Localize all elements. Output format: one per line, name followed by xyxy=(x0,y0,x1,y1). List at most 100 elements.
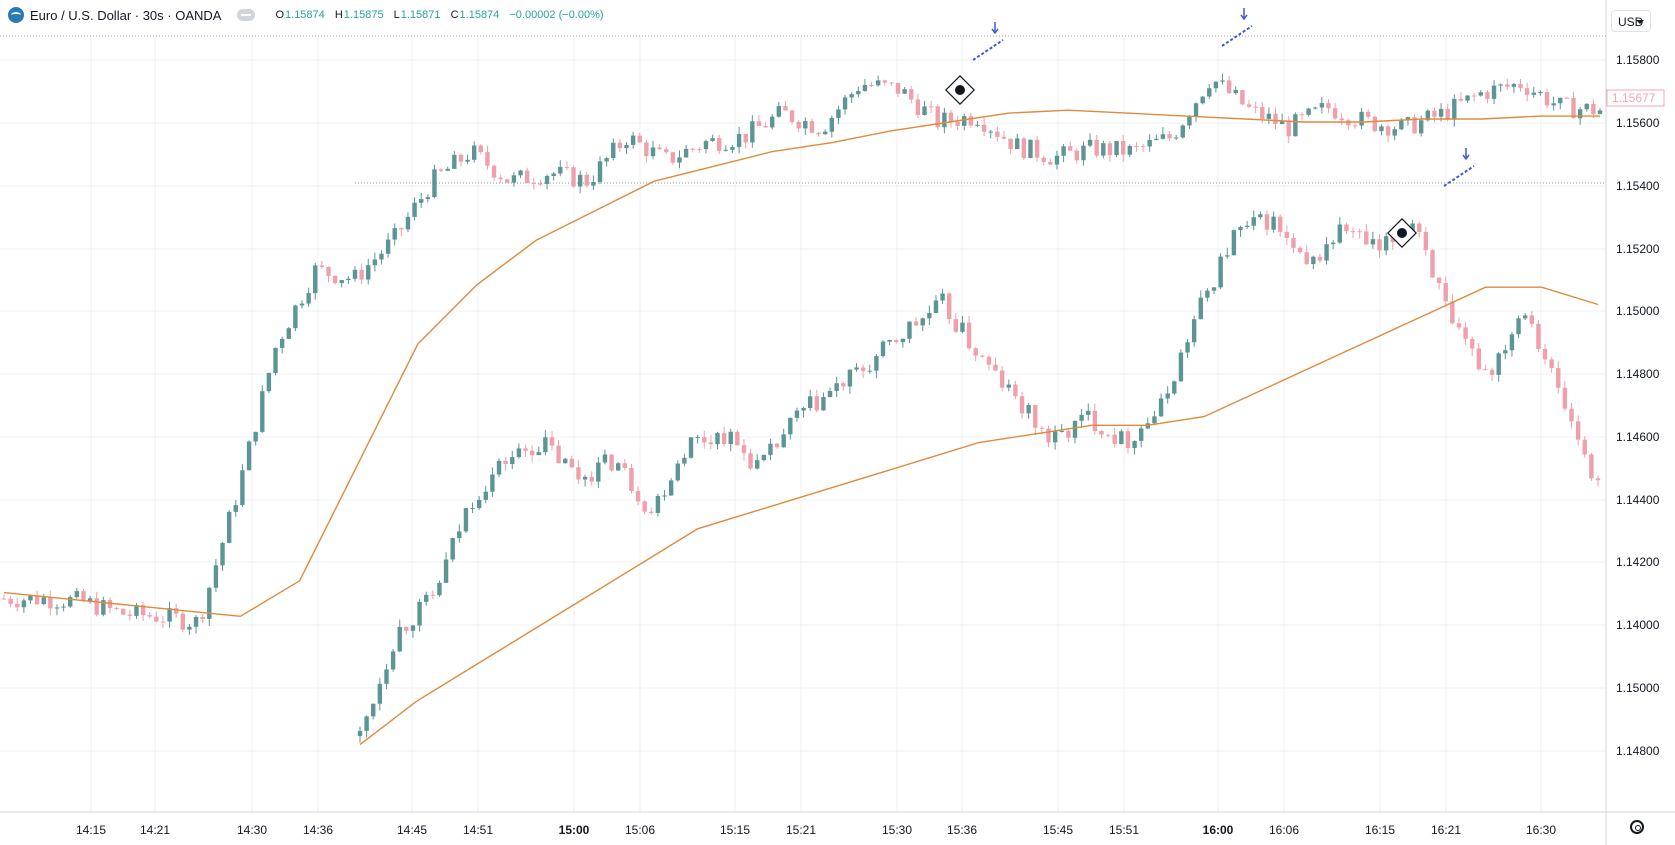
upper-candle-body xyxy=(1412,117,1417,134)
open-label: O xyxy=(275,9,285,21)
down-arrow-icon[interactable] xyxy=(991,28,999,35)
upper-candle-body xyxy=(1485,92,1490,99)
upper-candle-body xyxy=(1273,113,1278,125)
upper-candle-body xyxy=(1339,118,1344,121)
lower-candle-body xyxy=(675,463,680,481)
upper-candle-body xyxy=(160,621,166,623)
upper-candle-body xyxy=(511,175,517,183)
upper-candle-body xyxy=(1253,106,1258,108)
lower-candle-body xyxy=(1218,256,1223,288)
close-value: 1.15874 xyxy=(459,9,500,21)
upper-candle-body xyxy=(862,85,868,91)
lower-candle-body xyxy=(1575,421,1581,440)
upper-candle-body xyxy=(1372,116,1378,132)
time-tick-label: 14:45 xyxy=(397,823,427,837)
lower-candle-body xyxy=(807,396,813,408)
lower-candle-body xyxy=(629,467,634,492)
upper-candle-body xyxy=(822,131,828,135)
visibility-toggle-icon[interactable] xyxy=(237,9,256,21)
time-tick-label: 14:51 xyxy=(463,823,493,837)
upper-candle-body xyxy=(577,174,583,187)
upper-candle-body xyxy=(1465,95,1470,101)
lower-candle-body xyxy=(1350,231,1356,233)
upper-candle-body xyxy=(1313,107,1318,109)
upper-candle-body xyxy=(650,147,656,157)
upper-candle-body xyxy=(352,269,358,279)
currency-select[interactable]: USD xyxy=(1611,10,1651,32)
settings-gear-icon[interactable] xyxy=(1630,820,1644,834)
upper-candle-body xyxy=(94,598,99,615)
lower-candle-body xyxy=(364,716,369,731)
lower-candle-body xyxy=(1278,216,1283,232)
lower-candle-body xyxy=(702,437,707,443)
upper-candle-body xyxy=(193,616,199,627)
symbol-title[interactable]: Euro / U.S. Dollar · 30s · OANDA xyxy=(30,7,222,23)
time-tick-label: 14:30 xyxy=(237,823,267,837)
upper-candle-body xyxy=(1359,111,1364,126)
lower-candle-body xyxy=(834,383,839,391)
upper-candle-body xyxy=(1107,143,1113,156)
upper-candle-body xyxy=(630,135,636,145)
upper-candle-body xyxy=(750,121,755,143)
upper-candle-body xyxy=(1147,140,1152,147)
upper-candle-body xyxy=(1101,143,1106,156)
upper-candle-body xyxy=(1551,103,1556,106)
upper-candle-body xyxy=(703,141,709,150)
upper-candle-body xyxy=(538,183,543,185)
upper-candle-body xyxy=(154,616,159,622)
time-tick-label: 15:51 xyxy=(1109,823,1139,837)
upper-candle-body xyxy=(1591,103,1596,115)
upper-candle-body xyxy=(1041,157,1046,162)
upper-candle-body xyxy=(1438,108,1444,117)
upper-candle-body xyxy=(1564,97,1570,99)
upper-candle-body xyxy=(1571,97,1576,119)
lower-candle-body xyxy=(993,364,998,371)
trend-marker-line xyxy=(972,39,1004,61)
upper-candle-body xyxy=(505,179,510,183)
time-tick-label: 16:00 xyxy=(1203,823,1234,837)
lower-candle-body xyxy=(947,293,952,320)
symbol-logo-icon xyxy=(8,7,24,23)
lower-candle-body xyxy=(1311,256,1316,264)
symbol-header: Euro / U.S. Dollar · 30s · OANDA O 1.1587… xyxy=(8,4,611,26)
down-arrow-icon[interactable] xyxy=(1462,154,1470,161)
lower-candle-body xyxy=(1251,217,1256,226)
lower-candle-body xyxy=(483,491,488,500)
price-tick-label: 1.15800 xyxy=(1616,53,1660,67)
upper-candle-body xyxy=(1127,145,1133,155)
upper-candle-body xyxy=(1008,138,1013,150)
upper-candle-body xyxy=(1087,139,1093,146)
upper-candle-body xyxy=(909,89,914,100)
upper-candle-body xyxy=(260,391,265,432)
upper-candle-body xyxy=(842,97,848,110)
lower-candle-body xyxy=(668,480,674,496)
lower-candle-body xyxy=(1509,334,1515,351)
lower-candle-body xyxy=(417,601,422,626)
upper-candle-body xyxy=(948,112,954,122)
lower-candle-body xyxy=(397,626,402,652)
lower-candle-body xyxy=(523,448,528,451)
upper-candle-body xyxy=(670,152,676,163)
lower-candle-body xyxy=(874,356,879,371)
lower-candle-body xyxy=(1304,252,1309,264)
lower-candle-body xyxy=(1337,224,1343,243)
upper-candle-body xyxy=(875,80,881,86)
lower-candle-body xyxy=(887,339,892,342)
upper-candle-body xyxy=(736,133,742,148)
down-arrow-icon[interactable] xyxy=(1240,14,1248,21)
upper-candle-body xyxy=(1319,103,1325,108)
lower-candle-body xyxy=(841,383,846,387)
lower-candle-body xyxy=(867,370,872,372)
upper-candle-body xyxy=(710,138,715,142)
upper-candle-body xyxy=(379,253,384,260)
lower-candle-body xyxy=(424,594,429,602)
upper-candle-body xyxy=(1021,138,1027,159)
lower-candle-body xyxy=(999,370,1005,388)
lower-candle-body xyxy=(1225,255,1230,257)
lower-candle-body xyxy=(1496,353,1501,375)
lower-candle-body xyxy=(1138,428,1144,441)
upper-candle-body xyxy=(1478,92,1483,96)
upper-candle-body xyxy=(1471,95,1477,97)
upper-candle-body xyxy=(1418,120,1424,134)
